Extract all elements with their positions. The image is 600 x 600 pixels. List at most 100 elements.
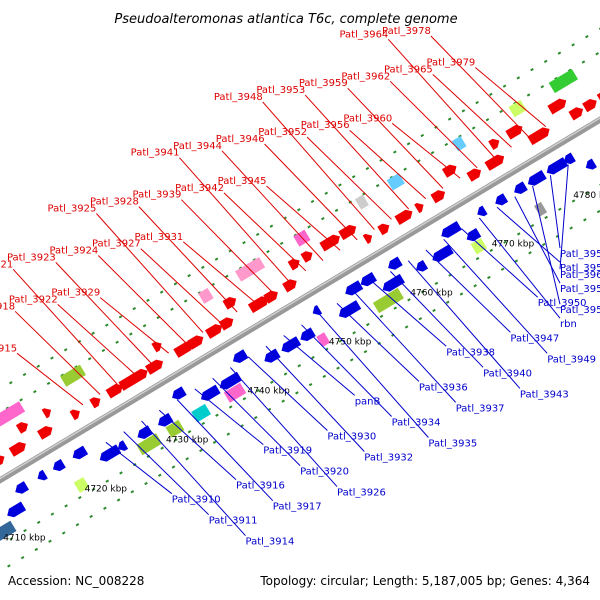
track-dot (514, 259, 519, 263)
track-dot (528, 251, 532, 255)
track-dot (105, 479, 110, 483)
feature-box (386, 173, 405, 191)
gene-label: Patl_3943 (520, 389, 569, 400)
reverse-gene-arrow (338, 300, 362, 318)
forward-gene-arrow (132, 368, 148, 383)
forward-gene-arrow (319, 234, 340, 252)
track-dot (171, 465, 176, 469)
track-dot (471, 126, 476, 130)
label-leader-line (141, 420, 246, 537)
gene-label: Patl_3925 (48, 204, 97, 215)
gene-label: Patl_3960 (343, 113, 392, 124)
label-leader-line (181, 199, 272, 292)
track-dot (338, 339, 343, 343)
gene-label: Patl_3915 (0, 343, 17, 354)
kbp-tick-label: 4740 kbp (247, 387, 290, 397)
gene-label: Patl_3938 (446, 347, 495, 358)
forward-gene-arrow (37, 426, 53, 440)
track-dot (34, 547, 39, 552)
track-dot (585, 35, 589, 39)
track-dot (366, 322, 370, 327)
reverse-gene-arrow (527, 170, 547, 186)
track-dot (557, 51, 562, 55)
forward-gene-arrow (300, 251, 313, 263)
track-dot (9, 537, 14, 541)
label-leader-line (138, 206, 238, 313)
track-dot (404, 325, 409, 329)
track-dot (146, 298, 150, 302)
label-leader-line (559, 164, 569, 270)
forward-gene-arrow (282, 279, 297, 293)
gene-label: Patl_3922 (9, 294, 58, 305)
gene-label: Patl_3949 (547, 354, 596, 365)
gene-label: Patl_3926 (337, 488, 386, 499)
track-dot (516, 232, 521, 236)
reverse-gene-arrow (466, 228, 482, 242)
track-dot (160, 446, 164, 450)
track-dot (583, 218, 587, 222)
forward-gene-arrow (8, 442, 26, 457)
forward-gene-arrow (430, 190, 446, 204)
reverse-gene-arrow (219, 371, 243, 390)
track-dot (475, 100, 479, 105)
forward-gene-arrow (394, 209, 413, 225)
track-dot (487, 275, 491, 280)
track-dot (142, 324, 147, 328)
track-dot (311, 355, 315, 360)
gene-label: Patl_3953 (256, 85, 305, 96)
gene-label: Patl_3916 (236, 481, 285, 492)
forward-gene-arrow (151, 341, 162, 353)
gene-label: Patl_3979 (426, 58, 475, 69)
track-dot (334, 208, 339, 212)
feature-box (354, 194, 369, 210)
gene-label: Patl_3927 (92, 239, 141, 250)
label-leader-line (212, 377, 301, 466)
track-dot (105, 323, 109, 327)
reverse-gene-arrow (546, 157, 569, 175)
reverse-gene-arrow (37, 469, 48, 481)
track-dot (89, 514, 93, 519)
track-dot (473, 284, 477, 288)
forward-gene-arrow (247, 296, 269, 314)
label-leader-line (425, 249, 511, 333)
track-dot (420, 133, 425, 138)
track-dot (420, 289, 425, 294)
feature-box (372, 287, 404, 314)
track-dot (375, 184, 380, 188)
label-leader-line (391, 122, 461, 179)
feature-box (508, 99, 527, 118)
forward-gene-arrow (582, 98, 597, 113)
track-dot (336, 366, 340, 370)
gene-label: Patl_3950 (538, 298, 587, 309)
forward-gene-arrow (118, 374, 140, 391)
track-dot (91, 487, 96, 492)
forward-gene-arrow (466, 168, 482, 182)
track-dot (297, 364, 302, 368)
reverse-gene-arrow (495, 193, 509, 206)
gene-label: Patl_3942 (175, 183, 224, 194)
track-dot (256, 388, 260, 393)
track-dot (61, 531, 66, 535)
track-dot (585, 191, 590, 195)
track-dot (242, 241, 246, 245)
track-dot (444, 142, 449, 147)
feature-box (165, 419, 185, 438)
gene-label: Patl_3963 (560, 270, 600, 281)
forward-gene-arrow (287, 258, 300, 271)
label-leader-line (532, 185, 561, 305)
track-dot (499, 109, 503, 114)
accession-text: Accession: NC_008228 (8, 574, 144, 588)
track-dot (281, 399, 285, 403)
forward-gene-arrow (105, 383, 123, 399)
kbp-tick-label: 4760 kbp (410, 289, 453, 299)
track-dot (214, 257, 219, 261)
track-dot (489, 92, 493, 96)
track-dot (266, 249, 270, 254)
gene-label: Patl_3918 (0, 301, 15, 312)
forward-gene-arrow (488, 138, 500, 150)
feature-box (191, 403, 212, 423)
track-dot (115, 340, 119, 344)
track-dot (170, 307, 174, 311)
feature-box (73, 476, 90, 493)
